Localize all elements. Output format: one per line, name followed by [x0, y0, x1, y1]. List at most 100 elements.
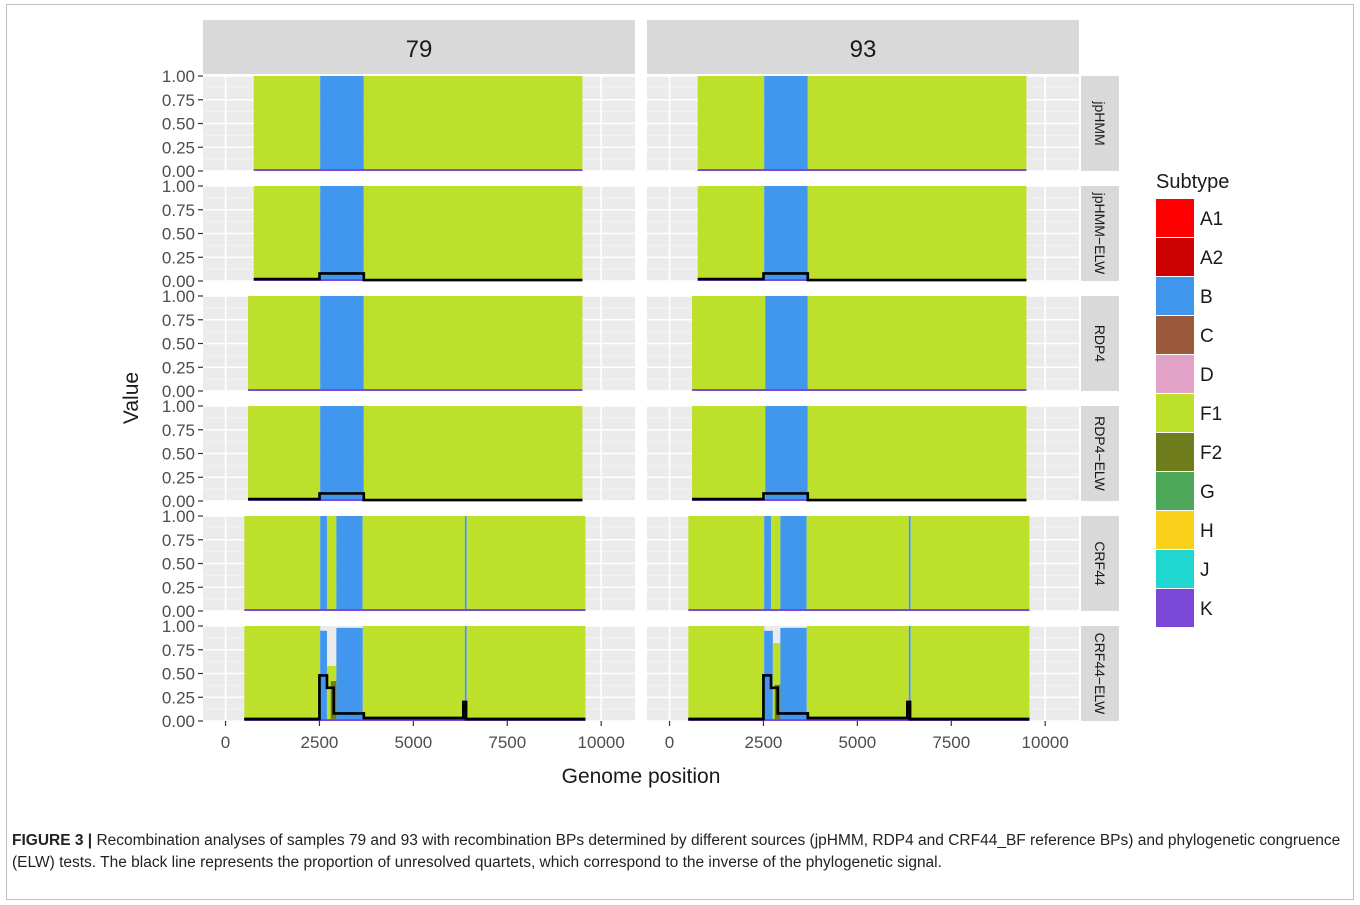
y-tick-label: 0.25: [162, 578, 195, 597]
legend-label: J: [1200, 560, 1210, 581]
row-strip-label: jpHMM: [1092, 100, 1108, 145]
subtype-area-F1: [806, 516, 909, 611]
subtype-area-F1: [363, 406, 583, 501]
y-tick-label: 0.75: [162, 641, 195, 660]
legend-label: G: [1200, 482, 1215, 503]
subtype-area-F1: [466, 516, 586, 611]
caption-text: Recombination analyses of samples 79 and…: [12, 832, 1341, 871]
legend-label: F2: [1200, 443, 1222, 464]
y-tick-label: 0.75: [162, 91, 195, 110]
panel-data: [688, 516, 1030, 611]
panel-data: [253, 76, 583, 171]
legend-label: D: [1200, 365, 1214, 386]
legend-label: A2: [1200, 248, 1223, 269]
column-strip-label: 93: [850, 36, 877, 63]
unresolved-quartets-line: [688, 674, 1030, 721]
row-strip: [1081, 76, 1119, 171]
y-tick-label: 1.00: [162, 617, 195, 636]
y-tick-label: 0.75: [162, 421, 195, 440]
subtype-area-B: [765, 296, 808, 391]
row-strip-label: CRF44−ELW: [1092, 633, 1108, 716]
legend-swatch: [1156, 589, 1194, 627]
x-axis-title: Genome position: [562, 765, 721, 788]
subtype-area-B: [764, 516, 771, 611]
y-tick-label: 0.00: [162, 712, 195, 731]
subtype-area-F1: [362, 516, 465, 611]
subtype-area-F1: [688, 516, 765, 611]
subtype-area-B: [780, 627, 807, 721]
legend-swatch: [1156, 472, 1194, 510]
legend-swatch: [1156, 277, 1194, 315]
row-strip-label: jpHMM−ELW: [1092, 192, 1108, 276]
subtype-area-B: [908, 516, 911, 611]
subtype-area-K: [764, 719, 807, 721]
subtype-area-F1: [253, 76, 321, 171]
subtype-area-K: [688, 609, 1030, 611]
row-strip: [1081, 516, 1119, 611]
subtype-area-K: [253, 169, 583, 171]
subtype-area-K: [248, 389, 583, 391]
subtype-area-B: [336, 627, 363, 721]
x-tick-label: 7500: [932, 733, 970, 752]
legend-label: K: [1200, 599, 1213, 620]
legend-label: B: [1200, 287, 1213, 308]
column-strip: [203, 20, 635, 74]
panel-data: [697, 186, 1027, 282]
legend-swatch: [1156, 238, 1194, 276]
y-tick-label: 0.25: [162, 358, 195, 377]
legend-label: A1: [1200, 209, 1223, 230]
subtype-area-F1: [910, 626, 1030, 721]
x-tick-label: 0: [221, 733, 230, 752]
unresolved-quartets-line: [244, 674, 586, 721]
unresolved-quartets-line: [692, 492, 1027, 502]
subtype-area-B: [780, 516, 807, 611]
subtype-area-F1: [244, 626, 321, 721]
y-tick-label: 0.50: [162, 445, 195, 464]
subtype-area-B: [764, 76, 808, 171]
column-strip: [647, 20, 1079, 74]
x-tick-label: 10000: [578, 733, 625, 752]
legend-swatch: [1156, 355, 1194, 393]
subtype-area-F1: [363, 76, 583, 171]
x-tick-label: 5000: [394, 733, 432, 752]
panel-data: [244, 626, 586, 721]
y-tick-label: 0.00: [162, 382, 195, 401]
subtype-area-F1: [807, 406, 1027, 501]
panel-data: [253, 186, 583, 282]
x-tick-label: 0: [665, 733, 674, 752]
y-tick-label: 1.00: [162, 287, 195, 306]
subtype-area-F1: [772, 643, 781, 721]
panel-data: [697, 76, 1027, 171]
legend-label: C: [1200, 326, 1214, 347]
x-tick-label: 2500: [745, 733, 783, 752]
legend-label: F1: [1200, 404, 1222, 425]
subtype-area-F1: [806, 626, 909, 721]
x-tick-label: 2500: [301, 733, 339, 752]
panel-data: [692, 296, 1027, 391]
subtype-area-B: [320, 516, 327, 611]
subtype-area-B: [908, 626, 911, 721]
figure-frame: [6, 4, 1354, 900]
legend-swatch: [1156, 199, 1194, 237]
x-tick-label: 7500: [488, 733, 526, 752]
subtype-area-B: [320, 296, 364, 391]
subtype-area-B: [336, 516, 363, 611]
subtype-area-F1: [807, 186, 1027, 281]
subtype-area-B: [464, 516, 467, 611]
panel-data: [248, 296, 583, 391]
unresolved-quartets-line: [248, 492, 583, 502]
y-tick-label: 0.25: [162, 248, 195, 267]
x-tick-label: 5000: [838, 733, 876, 752]
subtype-area-F1: [326, 516, 337, 611]
legend-swatch: [1156, 394, 1194, 432]
y-axis-title: Value: [120, 372, 143, 424]
panel-data: [244, 516, 586, 611]
panel-data: [688, 626, 1030, 721]
figure-caption: FIGURE 3 | Recombination analyses of sam…: [12, 830, 1342, 874]
y-tick-label: 0.50: [162, 665, 195, 684]
subtype-area-F1: [770, 516, 781, 611]
subtype-area-B: [320, 76, 364, 171]
subtype-area-K: [244, 719, 586, 721]
legend-title: Subtype: [1156, 171, 1229, 193]
